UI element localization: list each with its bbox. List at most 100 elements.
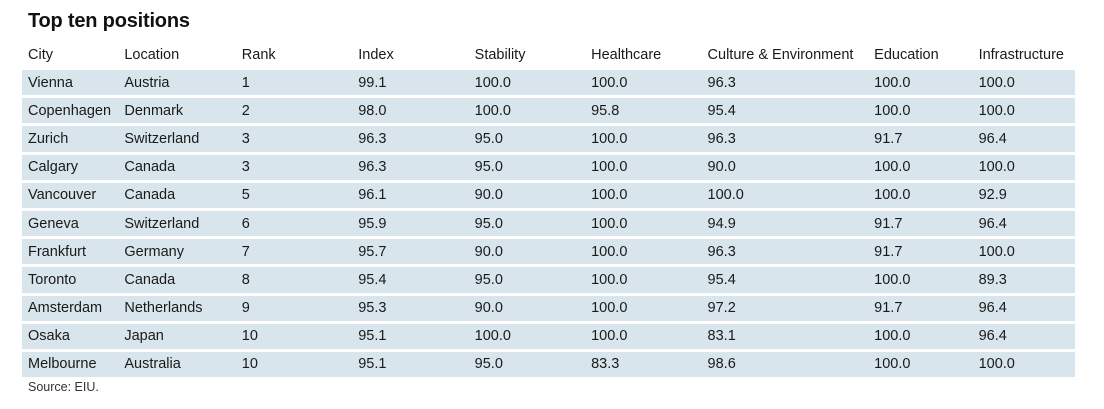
- table-row: Vancouver Canada 5 96.1 90.0 100.0 100.0 100.0 9…: [22, 182, 1075, 208]
- table-cell: 90.0: [701, 154, 869, 180]
- column-header: Location: [124, 47, 180, 63]
- table-cell: 10: [235, 323, 353, 349]
- table-cell: 2: [235, 98, 353, 124]
- table-cell: 6: [235, 210, 353, 237]
- table-cell: 95.0: [468, 351, 586, 378]
- table-cell: 3: [235, 126, 353, 152]
- table-cell: 91.7: [868, 210, 973, 237]
- table-row: Frankfurt Germany 7 95.7 90.0 100.0 96.3 91.7 10…: [22, 239, 1075, 265]
- table-cell: Copenhagen: [22, 98, 119, 124]
- table-cell: 95.1: [352, 323, 469, 349]
- table-cell: 100.0: [468, 323, 586, 349]
- column-header: Rank: [241, 47, 276, 63]
- table-cell: Calgary: [22, 154, 119, 180]
- table-cell: 100.0: [868, 323, 973, 349]
- column-header: Infrastructure: [978, 47, 1064, 63]
- table-cell: 96.1: [352, 182, 469, 208]
- table-cell: 96.3: [701, 126, 869, 152]
- table-cell: 95.0: [468, 267, 586, 293]
- table-cell: 96.4: [972, 126, 1075, 152]
- table-cell: 3: [235, 154, 353, 180]
- table-cell: 95.3: [352, 295, 469, 321]
- table-cell: 100.0: [701, 182, 869, 208]
- table-row: Zurich Switzerland 3 96.3 95.0 100.0 96.3 91.7 9…: [22, 126, 1075, 152]
- column-header: Culture & Environment: [707, 47, 854, 63]
- table-cell: 98.6: [701, 351, 869, 378]
- table-cell: 100.0: [468, 70, 586, 96]
- table-cell: 97.2: [701, 295, 869, 321]
- table-cell: 96.4: [972, 295, 1075, 321]
- table-cell: Osaka: [22, 323, 119, 349]
- table-cell: 96.4: [972, 323, 1075, 349]
- table-cell: Switzerland: [118, 126, 236, 152]
- table-cell: 100.0: [868, 351, 973, 378]
- table-cell: 10: [235, 351, 353, 378]
- table-cell: 95.0: [468, 210, 586, 237]
- table-cell: 100.0: [868, 70, 973, 96]
- table-cell: 89.3: [972, 267, 1075, 293]
- table-cell: 100.0: [972, 239, 1075, 265]
- table-cell: 90.0: [468, 295, 586, 321]
- table-cell: 95.1: [352, 351, 469, 378]
- table-cell: 94.9: [701, 210, 869, 237]
- table-cell: 90.0: [468, 182, 586, 208]
- table-cell: 100.0: [868, 98, 973, 124]
- table-row: Vienna Austria 1 99.1 100.0 100.0 96.3 100.0 100…: [22, 70, 1075, 96]
- table-cell: 100.0: [868, 154, 973, 180]
- table-cell: 96.3: [352, 154, 469, 180]
- table-cell: 98.0: [352, 98, 469, 124]
- table-cell: 95.9: [352, 210, 469, 237]
- table-cell: 83.3: [585, 351, 702, 378]
- column-header: Stability: [474, 47, 526, 63]
- table-cell: 83.1: [701, 323, 869, 349]
- table-cell: 96.3: [352, 126, 469, 152]
- table-cell: Germany: [118, 239, 236, 265]
- table-cell: 95.4: [352, 267, 469, 293]
- table-cell: 100.0: [585, 323, 702, 349]
- table-cell: Frankfurt: [22, 239, 119, 265]
- table-cell: 95.4: [701, 267, 869, 293]
- table-cell: Vienna: [22, 70, 119, 96]
- table-cell: 100.0: [585, 70, 702, 96]
- table-cell: 100.0: [468, 98, 586, 124]
- table-cell: 96.4: [972, 210, 1075, 237]
- table-cell: 100.0: [585, 210, 702, 237]
- table-cell: 100.0: [585, 126, 702, 152]
- table-cell: Melbourne: [22, 351, 119, 378]
- table-cell: 95.0: [468, 126, 586, 152]
- column-header: Healthcare: [591, 47, 662, 63]
- table-cell: Toronto: [22, 267, 119, 293]
- table-cell: 100.0: [585, 239, 702, 265]
- table-cell: 99.1: [352, 70, 469, 96]
- table-cell: 96.3: [701, 239, 869, 265]
- table-cell: 100.0: [868, 267, 973, 293]
- table-cell: 95.8: [585, 98, 702, 124]
- table-cell: Japan: [118, 323, 236, 349]
- table-cell: Geneva: [22, 210, 119, 237]
- table-cell: 90.0: [468, 239, 586, 265]
- table-cell: Canada: [118, 267, 236, 293]
- table-cell: 100.0: [972, 351, 1075, 378]
- table-cell: Switzerland: [118, 210, 236, 237]
- table-cell: Amsterdam: [22, 295, 119, 321]
- table-cell: Netherlands: [118, 295, 236, 321]
- table-row: Amsterdam Netherlands 9 95.3 90.0 100.0 97.2 91…: [22, 295, 1075, 321]
- table-cell: 100.0: [585, 154, 702, 180]
- table-cell: 100.0: [585, 295, 702, 321]
- table-title: Top ten positions: [28, 10, 190, 32]
- table-cell: 96.3: [701, 70, 869, 96]
- table-row: Toronto Canada 8 95.4 95.0 100.0 95.4 100.0 89.3: [22, 267, 1075, 293]
- table-cell: 7: [235, 239, 353, 265]
- table-cell: Canada: [118, 182, 236, 208]
- table-row: Copenhagen Denmark 2 98.0 100.0 95.8 95.4 100.0…: [22, 98, 1075, 124]
- header-row: City Location Rank Index Stability Healthcare…: [22, 43, 1075, 67]
- table-cell: 5: [235, 182, 353, 208]
- table-cell: 100.0: [585, 182, 702, 208]
- column-header: City: [28, 47, 53, 63]
- table-cell: 92.9: [972, 182, 1075, 208]
- table-cell: Australia: [118, 351, 236, 378]
- table-cell: 100.0: [972, 70, 1075, 96]
- table-cell: Vancouver: [22, 182, 119, 208]
- table-cell: Canada: [118, 154, 236, 180]
- table-cell: 100.0: [972, 154, 1075, 180]
